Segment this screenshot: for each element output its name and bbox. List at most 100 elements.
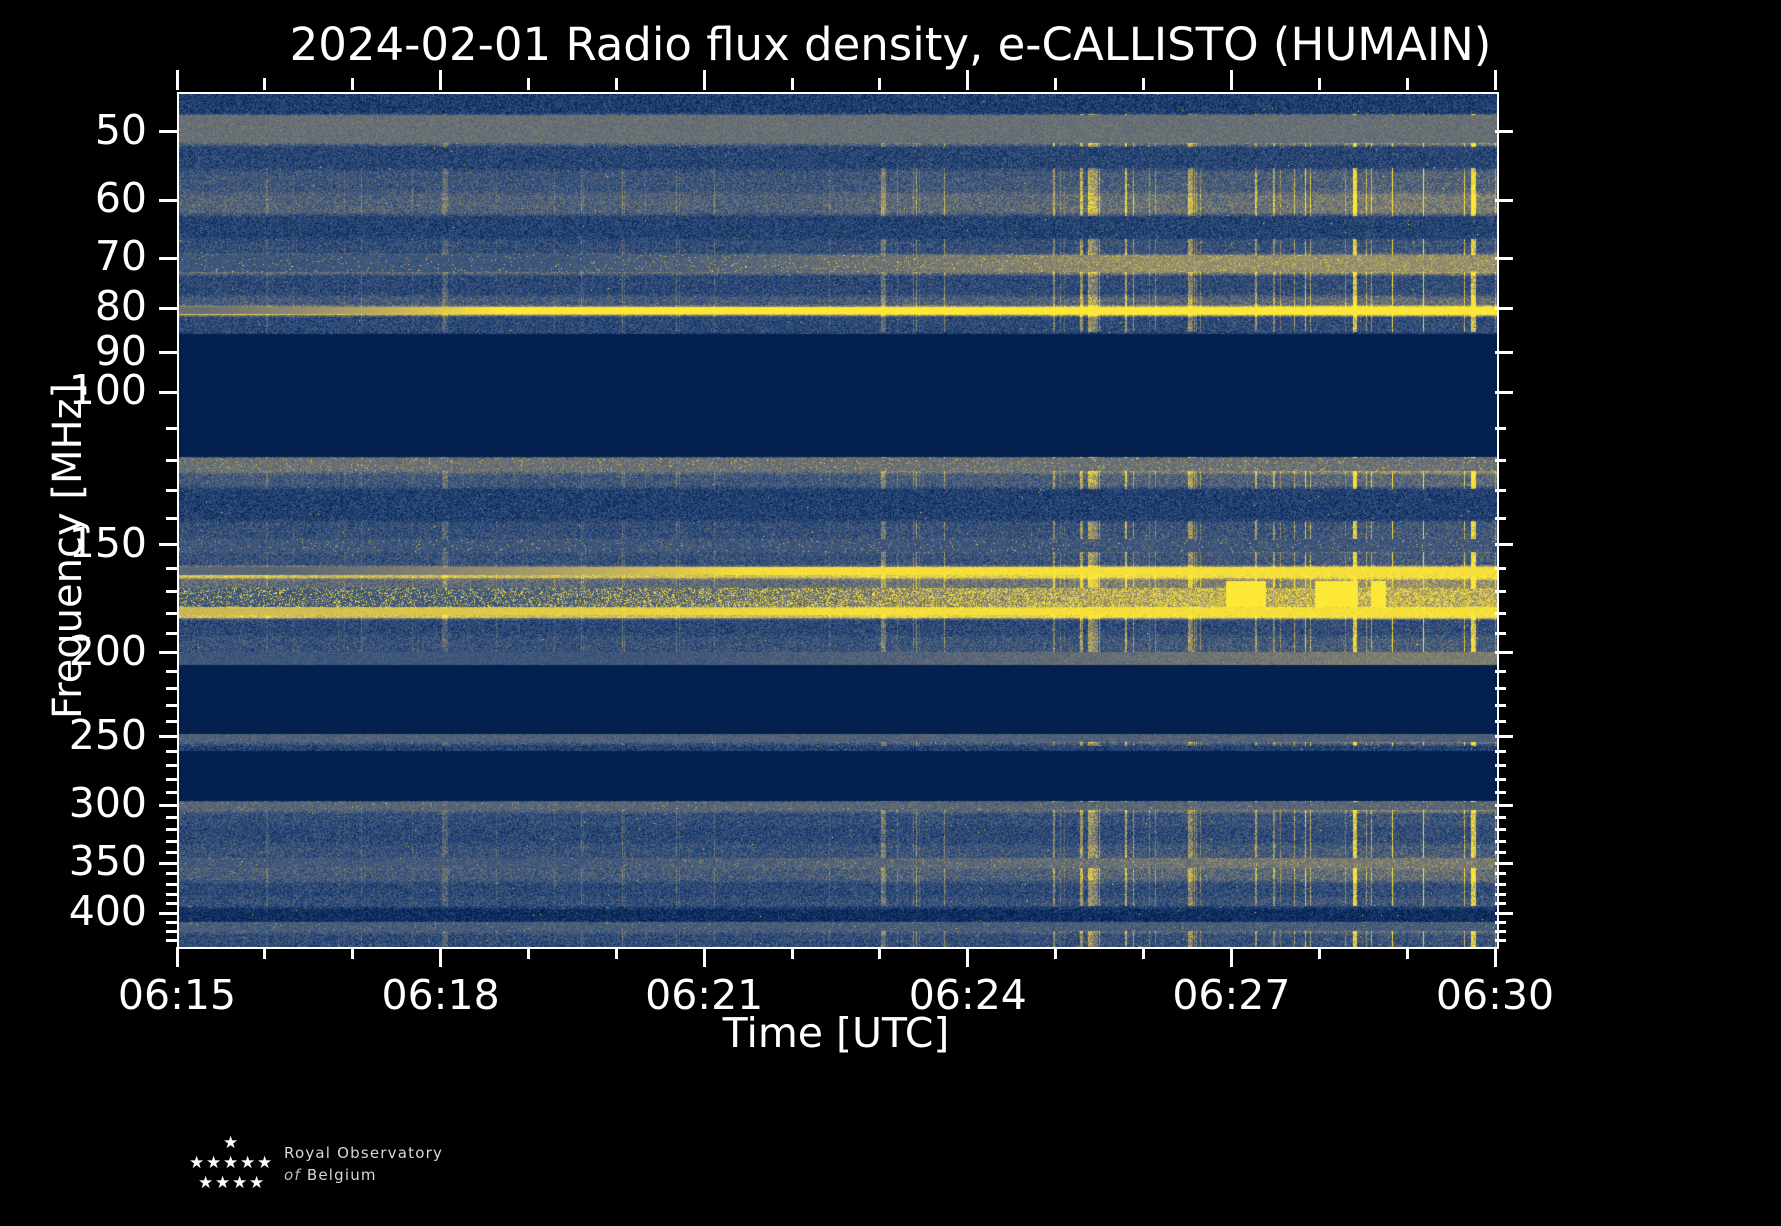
x-axis-minor-tick-8: [878, 947, 882, 959]
x-axis-tick-12: [1229, 947, 1233, 967]
x-axis-minor-tick-top-1: [263, 78, 267, 90]
x-axis-minor-tick-10: [1054, 947, 1058, 959]
x-axis-tick-label-3: 06:24: [908, 971, 1027, 1019]
y-axis-minor-tick-340: [166, 850, 177, 854]
y-axis-tick-label-200: 200: [68, 626, 147, 675]
x-axis-tick-label-1: 06:18: [381, 971, 500, 1019]
y-axis-minor-tick-right-220: [1495, 687, 1506, 691]
y-axis-minor-tick-220: [166, 687, 177, 691]
logo-belgium-word: Belgium: [306, 1165, 377, 1184]
x-axis-minor-tick-top-11: [1142, 78, 1146, 90]
eu-stars-icon: ★ ★ ★ ★ ★ ★ ★ ★ ★ ★: [176, 1135, 376, 1199]
y-axis-minor-tick-right-210: [1495, 669, 1506, 673]
star-icon: ★: [215, 1173, 231, 1193]
y-axis-minor-tick-right-260: [1495, 749, 1506, 753]
y-axis-minor-tick-right-420: [1495, 930, 1506, 934]
y-axis-minor-tick-right-130: [1495, 489, 1506, 493]
star-icon: ★: [257, 1153, 273, 1173]
star-icon: ★: [189, 1153, 205, 1173]
y-axis-minor-tick-right-180: [1495, 611, 1506, 615]
y-axis-minor-tick-right-240: [1495, 719, 1506, 723]
y-axis-tick-70: [159, 256, 177, 260]
y-axis-tick-right-350: [1495, 861, 1513, 865]
star-icon: ★: [240, 1153, 256, 1173]
x-axis-tick-top-6: [702, 70, 706, 90]
y-axis-tick-right-150: [1495, 543, 1513, 547]
spectrogram-canvas[interactable]: [179, 94, 1497, 947]
y-axis-tick-right-70: [1495, 256, 1513, 260]
star-icon: ★: [198, 1173, 214, 1193]
y-axis-tick-80: [159, 306, 177, 310]
y-axis-minor-tick-140: [166, 517, 177, 521]
star-icon: ★: [249, 1173, 265, 1193]
y-axis-tick-right-250: [1495, 735, 1513, 739]
y-axis-minor-tick-right-110: [1495, 426, 1506, 430]
y-axis-tick-right-60: [1495, 198, 1513, 202]
logo-line-2: of Belgium: [284, 1165, 584, 1187]
y-axis-tick-label-60: 60: [94, 174, 147, 223]
y-axis-minor-tick-right-170: [1495, 590, 1506, 594]
page-title: 2024-02-01 Radio flux density, e-CALLIST…: [289, 18, 1492, 71]
x-axis-tick-label-5: 06:30: [1435, 971, 1555, 1019]
y-axis-minor-tick-right-230: [1495, 703, 1506, 707]
y-axis-minor-tick-410: [166, 921, 177, 925]
y-axis-minor-tick-310: [166, 816, 177, 820]
y-axis-tick-right-300: [1495, 803, 1513, 807]
y-axis-minor-tick-360: [166, 872, 177, 876]
y-axis-minor-tick-right-340: [1495, 850, 1506, 854]
y-axis-tick-200: [159, 651, 177, 655]
y-axis-tick-right-400: [1495, 911, 1513, 915]
y-axis-minor-tick-160: [166, 567, 177, 571]
star-icon: ★: [232, 1173, 248, 1193]
x-axis-minor-tick-top-5: [614, 78, 618, 90]
y-axis-minor-tick-290: [166, 791, 177, 795]
y-axis-minor-tick-390: [166, 902, 177, 906]
x-axis-tick-15: [1493, 947, 1497, 967]
y-axis-minor-tick-240: [166, 719, 177, 723]
y-axis-minor-tick-370: [166, 882, 177, 886]
y-axis-tick-250: [159, 735, 177, 739]
x-axis-minor-tick-top-8: [878, 78, 882, 90]
y-axis-minor-tick-right-120: [1495, 459, 1506, 463]
y-axis-minor-tick-110: [166, 426, 177, 430]
y-axis-tick-100: [159, 390, 177, 394]
y-axis-tick-label-90: 90: [94, 326, 147, 375]
y-axis-minor-tick-right-380: [1495, 892, 1506, 896]
y-axis-minor-tick-right-360: [1495, 872, 1506, 876]
y-axis-minor-tick-right-390: [1495, 902, 1506, 906]
y-axis-tick-label-80: 80: [94, 282, 147, 331]
x-axis-tick-0: [175, 947, 179, 967]
y-axis-minor-tick-right-270: [1495, 764, 1506, 768]
x-axis-minor-tick-7: [790, 947, 794, 959]
x-axis-tick-label-2: 06:21: [645, 971, 764, 1019]
y-axis-minor-tick-380: [166, 892, 177, 896]
y-axis-minor-tick-190: [166, 632, 177, 636]
y-axis-tick-400: [159, 911, 177, 915]
y-axis-tick-350: [159, 861, 177, 865]
y-axis-minor-tick-430: [166, 939, 177, 943]
y-axis-minor-tick-right-410: [1495, 921, 1506, 925]
y-axis-minor-tick-right-290: [1495, 791, 1506, 795]
y-axis-minor-tick-120: [166, 459, 177, 463]
y-axis-tick-label-100: 100: [68, 366, 147, 415]
star-icon: ★: [223, 1133, 239, 1153]
y-axis-tick-label-50: 50: [94, 105, 147, 154]
spectrogram-plot-area[interactable]: [177, 92, 1499, 949]
y-axis-minor-tick-230: [166, 703, 177, 707]
y-axis-minor-tick-210: [166, 669, 177, 673]
y-axis-tick-label-250: 250: [68, 710, 147, 759]
royal-observatory-logo: ★ ★ ★ ★ ★ ★ ★ ★ ★ ★ Royal Observatory of Belgium: [176, 1135, 606, 1205]
x-axis-tick-top-15: [1493, 70, 1497, 90]
x-axis-minor-tick-11: [1142, 947, 1146, 959]
x-axis-tick-top-3: [439, 70, 443, 90]
y-axis-minor-tick-right-330: [1495, 839, 1506, 843]
y-axis-minor-tick-right-280: [1495, 777, 1506, 781]
y-axis-minor-tick-right-310: [1495, 816, 1506, 820]
x-axis-minor-tick-1: [263, 947, 267, 959]
x-axis-minor-tick-2: [351, 947, 355, 959]
y-axis-tick-90: [159, 351, 177, 355]
y-axis-tick-label-70: 70: [94, 232, 147, 281]
x-axis-minor-tick-4: [526, 947, 530, 959]
y-axis-minor-tick-right-370: [1495, 882, 1506, 886]
x-axis-minor-tick-5: [614, 947, 618, 959]
